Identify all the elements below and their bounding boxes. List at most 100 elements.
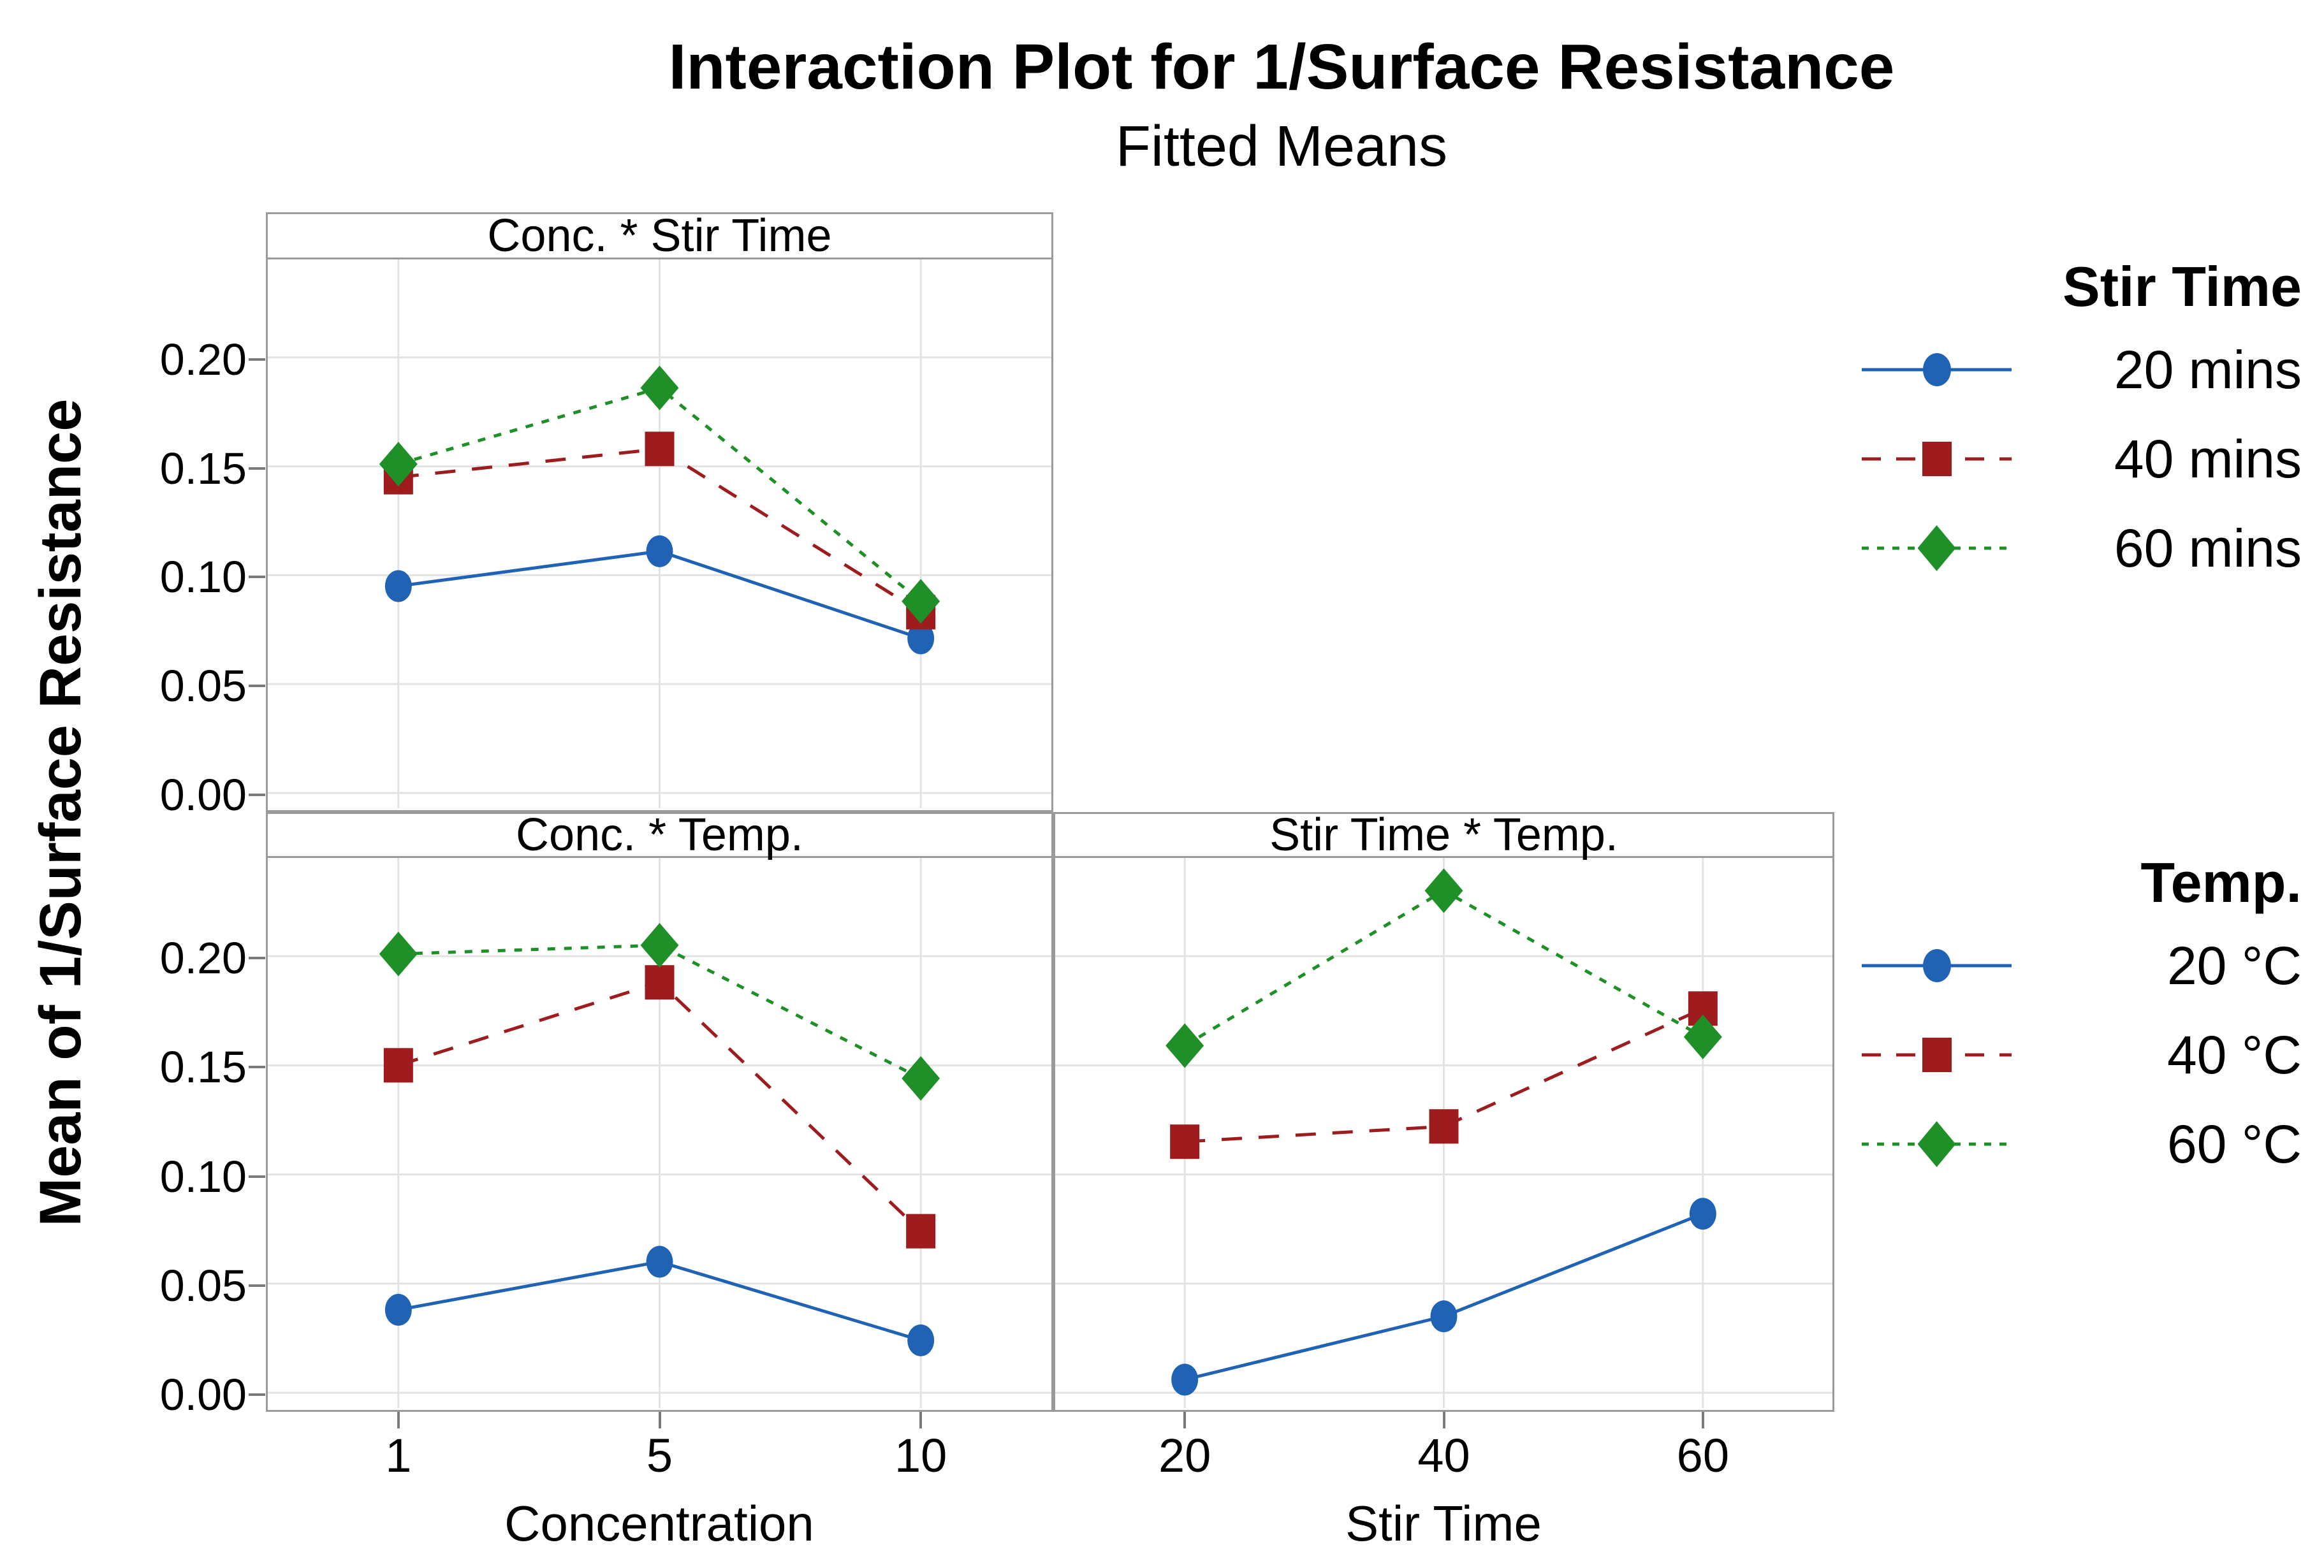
legend-title: Temp. (2140, 851, 2302, 914)
circle-marker-icon (384, 1293, 412, 1326)
series-40-c (1170, 991, 1718, 1159)
diamond-marker-icon (1166, 1023, 1204, 1068)
y-tick-label: 0.10 (159, 552, 247, 602)
y-tick-label: 0.20 (159, 334, 247, 384)
circle-marker-icon (646, 1245, 673, 1278)
y-axis-label: Mean of 1/Surface Resistance (28, 398, 93, 1227)
y-tick-label: 0.00 (159, 770, 247, 820)
legend-temp: Temp. 20 °C 40 °C 60 °C (1862, 845, 2302, 1189)
plot-conc-stir-time (268, 259, 1051, 808)
y-tick-label: 0.20 (159, 933, 247, 984)
x-tick-mark (397, 1412, 400, 1428)
legend-sample (1862, 325, 2012, 414)
legend-stir-time: Stir Time 20 mins 40 mins 60 mins (1862, 249, 2302, 593)
y-tick-mark (249, 358, 265, 361)
y-tick-mark (249, 1393, 265, 1397)
square-marker-icon (1170, 1124, 1200, 1159)
y-tick-label: 0.00 (159, 1370, 247, 1420)
diamond-marker-icon (379, 442, 418, 487)
panel-title: Conc. * Temp. (268, 812, 1051, 858)
legend-item: 60 °C (1862, 1100, 2302, 1189)
x-tick-label: 5 (646, 1429, 673, 1482)
panel-title: Stir Time * Temp. (1055, 812, 1832, 858)
legend-sample (1862, 504, 2012, 593)
x-tick-label: 1 (385, 1429, 412, 1482)
legend-sample (1862, 921, 2012, 1010)
x-tick-mark (658, 1412, 661, 1428)
series-20-c (384, 1245, 935, 1356)
y-tick-label: 0.15 (159, 1042, 247, 1093)
square-marker-icon (1922, 1038, 1952, 1072)
gridlines (268, 259, 1051, 808)
x-tick-mark (919, 1412, 923, 1428)
circle-marker-icon (1430, 1300, 1458, 1333)
y-tick-mark (249, 1284, 265, 1287)
legend-item: 40 °C (1862, 1010, 2302, 1100)
y-tick-label: 0.15 (159, 443, 247, 493)
series-60-c (379, 922, 940, 1101)
legend-item-label: 60 mins (2114, 518, 2302, 578)
diamond-marker-icon (379, 931, 418, 976)
y-tick-mark (249, 1066, 265, 1069)
series-20-c (1171, 1198, 1716, 1396)
legend-sample (1862, 1100, 2012, 1189)
diamond-marker-icon (640, 922, 679, 968)
legend-item: 20 °C (1862, 921, 2302, 1010)
legend-title: Stir Time (2063, 255, 2302, 318)
y-tick-mark (249, 957, 265, 960)
y-tick-mark (249, 576, 265, 579)
x-tick-mark (1701, 1412, 1704, 1428)
y-tick-mark (249, 467, 265, 470)
square-marker-icon (645, 965, 675, 1000)
chart-subtitle: Fitted Means (1115, 115, 1448, 178)
diamond-marker-icon (1424, 868, 1463, 913)
circle-marker-icon (1922, 949, 1951, 982)
circle-marker-icon (646, 535, 673, 567)
circle-marker-icon (907, 622, 935, 655)
square-marker-icon (645, 432, 675, 467)
legend-item-label: 60 °C (2167, 1114, 2302, 1174)
square-marker-icon (1429, 1109, 1459, 1144)
y-tick-mark (249, 794, 265, 797)
legend-item: 40 mins (1862, 414, 2302, 504)
legend-item-label: 20 °C (2167, 935, 2302, 996)
circle-marker-icon (1922, 353, 1951, 386)
legend-item: 60 mins (1862, 504, 2302, 593)
circle-marker-icon (1689, 1198, 1716, 1230)
panel-conc-temp: Conc. * Temp. (266, 812, 1053, 1412)
legend-item-label: 20 mins (2114, 339, 2302, 400)
legend-item-label: 40 °C (2167, 1024, 2302, 1085)
y-tick-mark (249, 1175, 265, 1178)
legend-sample (1862, 414, 2012, 504)
panel-stir-time-temp: Stir Time * Temp. (1053, 812, 1834, 1412)
x-tick-label: 60 (1676, 1429, 1729, 1482)
series-60-mins (379, 365, 940, 624)
title-block: Interaction Plot for 1/Surface Resistanc… (242, 32, 2321, 178)
circle-marker-icon (1171, 1363, 1199, 1396)
diamond-marker-icon (1917, 1121, 1956, 1167)
chart-title: Interaction Plot for 1/Surface Resistanc… (668, 31, 1895, 103)
legend-item: 20 mins (1862, 325, 2302, 414)
diamond-marker-icon (902, 579, 940, 624)
legend-item-label: 40 mins (2114, 428, 2302, 489)
panel-title: Conc. * Stir Time (268, 213, 1051, 259)
square-marker-icon (383, 1048, 413, 1083)
y-tick-label: 0.05 (159, 1260, 247, 1310)
x-tick-mark (1442, 1412, 1445, 1428)
circle-marker-icon (384, 570, 412, 602)
x-tick-mark (1183, 1412, 1187, 1428)
series-20-mins (384, 535, 935, 655)
series-40-c (383, 965, 936, 1249)
y-tick-mark (249, 685, 265, 688)
x-axis-title-stir-time: Stir Time (1345, 1495, 1542, 1551)
y-tick-label: 0.10 (159, 1151, 247, 1201)
panel-conc-stir-time: Conc. * Stir Time (266, 212, 1053, 812)
diamond-marker-icon (902, 1056, 940, 1101)
x-axis-title-concentration: Concentration (504, 1495, 814, 1551)
x-tick-label: 10 (895, 1429, 947, 1482)
x-tick-label: 20 (1158, 1429, 1211, 1482)
x-tick-label: 40 (1417, 1429, 1470, 1482)
y-tick-label: 0.05 (159, 661, 247, 711)
square-marker-icon (906, 1214, 936, 1249)
